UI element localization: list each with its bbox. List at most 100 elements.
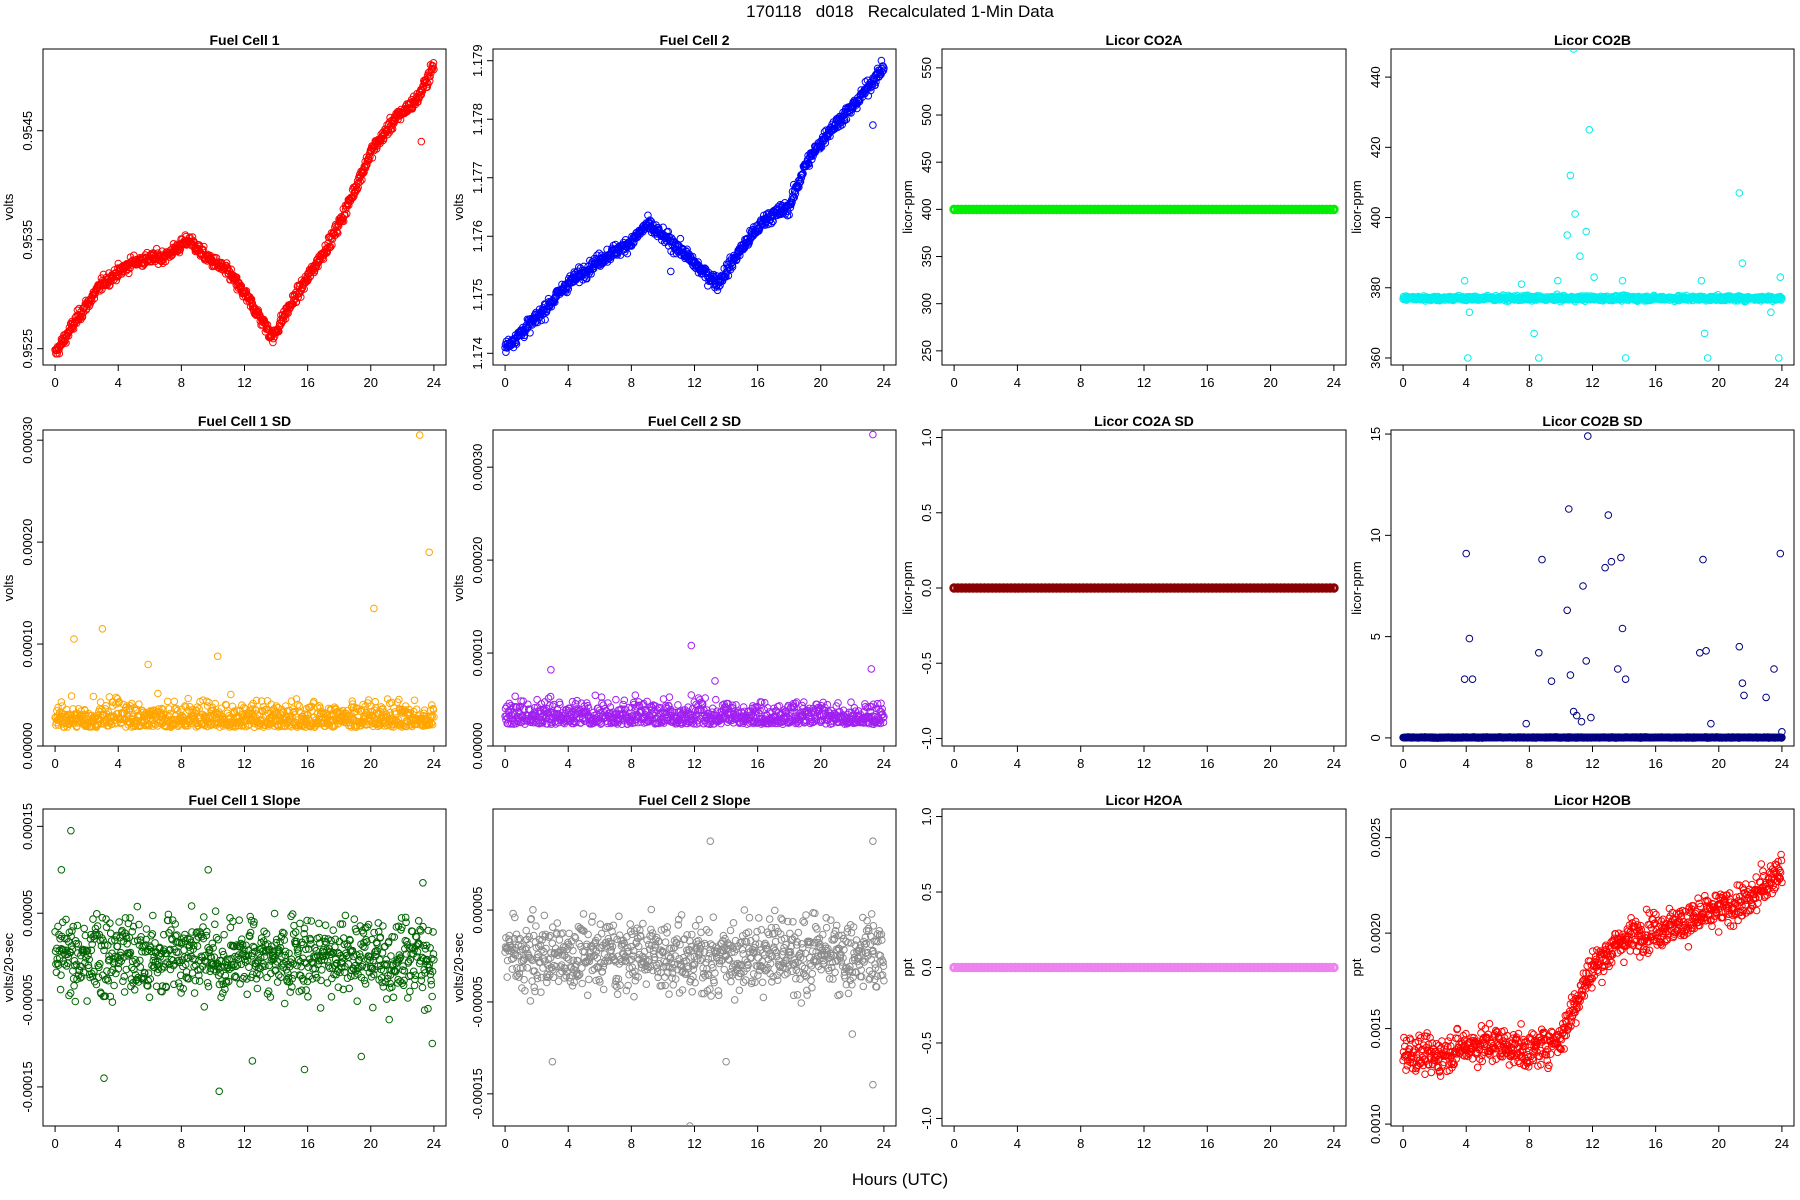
data-point: [879, 718, 888, 727]
y-tick-label: 10: [1368, 528, 1383, 542]
x-tick-label: 4: [1463, 756, 1470, 771]
data-point: [428, 701, 436, 709]
data-point: [728, 701, 737, 710]
panel-title: Licor CO2A: [1105, 32, 1182, 48]
data-point: [227, 690, 235, 699]
data-point: [520, 705, 528, 713]
data-point: [756, 706, 764, 715]
y-tick-label: 0.9545: [20, 111, 35, 151]
x-tick-label: 24: [1775, 756, 1789, 771]
data-point: [200, 711, 209, 720]
y-tick-label: 0.00010: [470, 630, 485, 677]
points-co2b: [1399, 49, 1786, 362]
data-point: [347, 723, 356, 731]
y-tick-label: 380: [1368, 277, 1383, 299]
data-point: [275, 327, 283, 336]
data-point: [430, 65, 438, 74]
x-tick-label: 20: [364, 375, 378, 390]
data-point: [583, 274, 591, 283]
data-point: [54, 703, 62, 712]
data-point: [416, 710, 424, 719]
data-point: [603, 719, 612, 728]
data-point: [524, 700, 532, 709]
x-tick-label: 4: [115, 756, 122, 771]
data-point: [621, 705, 630, 714]
data-point: [1738, 259, 1747, 268]
data-point: [1325, 204, 1335, 215]
data-point: [371, 697, 380, 706]
x-tick-label: 20: [1712, 375, 1726, 390]
data-point: [115, 698, 123, 706]
data-point: [428, 720, 437, 729]
data-point: [188, 233, 197, 241]
data-point: [252, 696, 261, 705]
y-tick-label: 400: [1368, 207, 1383, 229]
data-point: [386, 708, 394, 717]
x-tick-label: 8: [1077, 756, 1084, 771]
data-point: [360, 168, 368, 177]
y-tick-label: 0.00010: [20, 621, 35, 668]
plot-frame: [1390, 48, 1795, 366]
data-point: [341, 211, 349, 219]
data-point: [170, 697, 179, 706]
points-fc2sd: [501, 430, 888, 729]
y-axis-label: licor-ppm: [1349, 561, 1364, 614]
y-axis-label: volts: [451, 574, 466, 601]
data-point: [429, 705, 438, 714]
data-point: [292, 695, 301, 703]
data-point: [383, 695, 392, 703]
y-tick-label: 1.0: [919, 428, 934, 446]
data-point: [429, 62, 437, 70]
x-tick-label: 0: [1399, 756, 1406, 771]
y-tick-label: 0.00020: [470, 537, 485, 584]
y-axis-label: licor-ppm: [900, 180, 915, 233]
points-fc1: [51, 59, 438, 358]
data-point: [365, 711, 374, 720]
x-tick-label: 16: [750, 756, 764, 771]
y-tick-label: 420: [1368, 136, 1383, 158]
data-point: [420, 706, 429, 715]
data-point: [869, 121, 877, 129]
x-tick-label: 12: [1585, 756, 1599, 771]
data-point: [713, 286, 722, 295]
x-tick-label: 24: [427, 756, 441, 771]
data-point: [880, 713, 888, 721]
data-point: [1582, 227, 1590, 236]
data-point: [57, 698, 66, 706]
data-point: [694, 258, 702, 266]
data-point: [175, 248, 184, 257]
data-point: [370, 604, 378, 613]
data-point: [388, 125, 397, 133]
points-fc2: [501, 56, 888, 357]
data-point: [597, 693, 606, 702]
data-point: [853, 104, 861, 113]
x-tick-label: 0: [951, 375, 958, 390]
data-point: [739, 703, 748, 711]
data-point: [676, 234, 685, 243]
x-tick-label: 24: [1327, 756, 1341, 771]
data-point: [620, 696, 629, 705]
data-point: [181, 702, 189, 710]
data-point: [125, 269, 133, 278]
x-tick-label: 8: [628, 756, 635, 771]
data-point: [684, 703, 692, 712]
data-point: [1776, 273, 1785, 282]
data-point: [212, 254, 221, 262]
figure-xlabel: Hours (UTC): [851, 1170, 949, 1189]
data-point: [1460, 276, 1469, 285]
data-point: [287, 697, 296, 706]
data-point: [619, 700, 627, 709]
data-point: [573, 696, 581, 705]
x-tick-label: 8: [1526, 375, 1533, 390]
data-point: [350, 183, 359, 191]
y-tick-label: 500: [919, 104, 934, 126]
data-point: [1329, 204, 1339, 215]
data-point: [328, 241, 336, 249]
panel-title: Fuel Cell 2: [659, 32, 729, 48]
x-tick-label: 12: [237, 756, 251, 771]
data-point: [687, 641, 696, 650]
data-point: [420, 709, 428, 718]
data-point: [402, 722, 411, 731]
